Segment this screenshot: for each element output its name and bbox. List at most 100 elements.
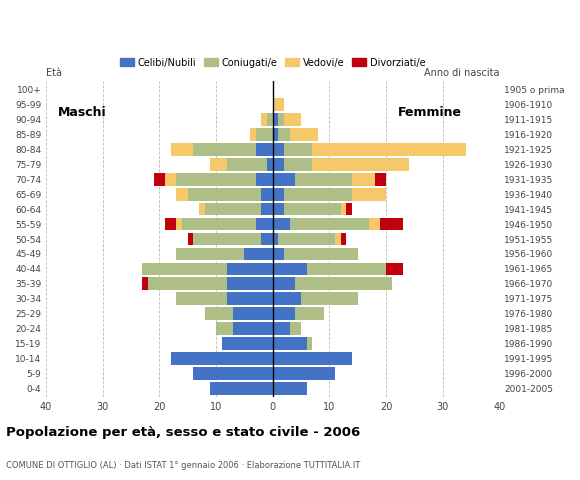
Bar [165,173,176,186]
Bar [176,218,182,230]
Bar [295,277,392,290]
Bar [182,218,256,230]
Bar [273,307,295,320]
Bar [273,367,335,380]
Bar [165,218,176,230]
Bar [267,113,273,126]
Bar [273,277,295,290]
Bar [273,143,284,156]
Bar [194,233,262,245]
Bar [194,143,256,156]
Bar [273,382,307,395]
Bar [278,128,290,141]
Bar [262,233,273,245]
Bar [211,158,227,171]
Bar [262,113,267,126]
Bar [256,218,273,230]
Bar [233,322,273,335]
Bar [273,263,307,275]
Bar [267,158,273,171]
Bar [341,203,346,216]
Bar [290,322,301,335]
Bar [262,188,273,201]
Bar [273,113,278,126]
Bar [256,143,273,156]
Bar [233,307,273,320]
Bar [273,352,352,365]
Bar [380,218,403,230]
Bar [273,158,284,171]
Bar [256,128,273,141]
Bar [369,218,380,230]
Bar [290,218,369,230]
Bar [211,382,273,395]
Bar [284,248,358,260]
Bar [295,173,352,186]
Bar [188,233,194,245]
Bar [386,263,403,275]
Bar [227,158,267,171]
Bar [227,292,273,305]
Bar [143,263,227,275]
Legend: Celibi/Nubili, Coniugati/e, Vedovi/e, Divorziati/e: Celibi/Nubili, Coniugati/e, Vedovi/e, Di… [117,54,429,72]
Bar [301,292,358,305]
Text: Età: Età [46,68,62,78]
Bar [273,248,284,260]
Text: Popolazione per età, sesso e stato civile - 2006: Popolazione per età, sesso e stato civil… [6,426,360,439]
Bar [307,263,386,275]
Bar [176,173,256,186]
Bar [199,203,205,216]
Bar [227,263,273,275]
Bar [307,337,313,350]
Text: Maschi: Maschi [57,106,106,119]
Bar [227,277,273,290]
Bar [273,203,284,216]
Bar [284,188,352,201]
Bar [143,277,148,290]
Bar [284,113,301,126]
Bar [273,233,278,245]
Bar [284,158,313,171]
Bar [290,128,318,141]
Bar [176,292,227,305]
Bar [375,173,386,186]
Bar [194,367,273,380]
Bar [352,173,375,186]
Bar [346,203,352,216]
Bar [188,188,262,201]
Bar [273,188,284,201]
Bar [222,337,273,350]
Bar [250,128,256,141]
Bar [245,248,273,260]
Bar [278,233,335,245]
Bar [273,337,307,350]
Bar [262,203,273,216]
Bar [313,143,466,156]
Bar [273,218,290,230]
Bar [273,128,278,141]
Bar [205,307,233,320]
Bar [148,277,227,290]
Bar [171,143,194,156]
Bar [278,113,284,126]
Text: Femmine: Femmine [397,106,462,119]
Bar [273,98,284,111]
Bar [273,322,290,335]
Bar [295,307,324,320]
Bar [273,292,301,305]
Text: COMUNE DI OTTIGLIO (AL) · Dati ISTAT 1° gennaio 2006 · Elaborazione TUTTITALIA.I: COMUNE DI OTTIGLIO (AL) · Dati ISTAT 1° … [6,461,360,470]
Bar [335,233,341,245]
Bar [154,173,165,186]
Bar [176,248,245,260]
Bar [341,233,346,245]
Text: Anno di nascita: Anno di nascita [424,68,499,78]
Bar [205,203,262,216]
Bar [313,158,409,171]
Bar [256,173,273,186]
Bar [176,188,188,201]
Bar [284,143,313,156]
Bar [284,203,341,216]
Bar [352,188,386,201]
Bar [273,173,295,186]
Bar [216,322,233,335]
